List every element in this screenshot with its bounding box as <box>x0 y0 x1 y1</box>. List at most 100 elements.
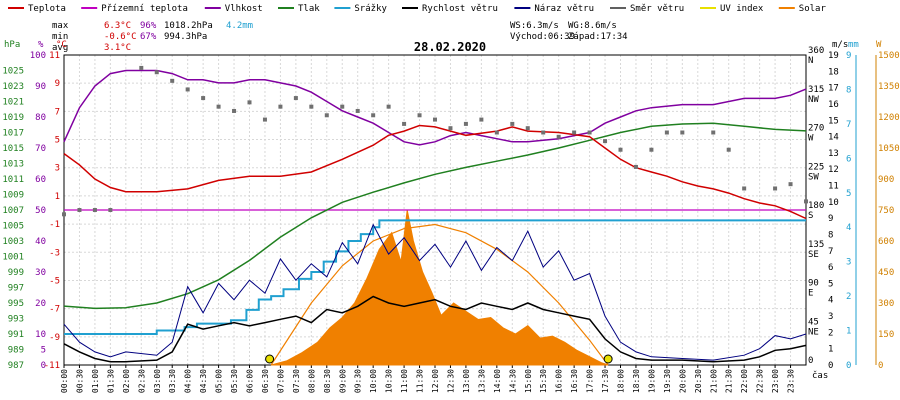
wind-dir-point <box>247 100 252 105</box>
tick-label-pressure: 995 <box>8 299 24 309</box>
tick-label-rain: 5 <box>846 189 851 199</box>
x-tick-label: 10:00 <box>369 369 378 393</box>
tick-label-solar: 900 <box>878 175 894 185</box>
tick-label-wind-speed: 1 <box>828 345 833 355</box>
uv-marker <box>265 354 275 364</box>
tick-label-temperature: -1 <box>49 220 60 230</box>
x-tick-label: 19:30 <box>663 369 672 393</box>
tick-label-pressure: 1025 <box>2 67 24 77</box>
tick-label-humidity: 30 <box>35 268 46 278</box>
wind-dir-point <box>587 130 592 135</box>
wind-dir-point <box>216 104 221 109</box>
x-tick-label: 21:30 <box>725 369 734 393</box>
wind-dir-point <box>108 208 113 212</box>
tick-label-pressure: 993 <box>8 315 24 325</box>
tick-label-solar: 1200 <box>878 113 900 123</box>
x-tick-label: 09:30 <box>354 369 363 393</box>
stat-wind-gust: WG:8.6m/s <box>568 21 617 31</box>
wind-dir-point <box>201 96 206 101</box>
x-tick-label: 14:30 <box>508 369 517 393</box>
stat-avg-temp: 3.1°C <box>104 43 131 53</box>
wind-dir-point <box>525 126 530 131</box>
x-tick-label: 02:00 <box>122 369 131 393</box>
wind-dir-point <box>355 108 360 113</box>
x-tick-label: 08:30 <box>323 369 332 393</box>
x-tick-label: 21:00 <box>709 369 718 393</box>
tick-label-wind-speed: 14 <box>828 133 839 143</box>
x-tick-label: 15:30 <box>539 369 548 393</box>
tick-label-wind-speed: 11 <box>828 182 839 192</box>
tick-label-rain: 9 <box>846 51 851 61</box>
tick-label-wind-speed: 3 <box>828 312 833 322</box>
tick-label-rain: 8 <box>846 85 851 95</box>
wind-dir-point <box>262 117 267 122</box>
legend-label: Solar <box>799 4 827 14</box>
tick-label-humidity: 10 <box>35 330 46 340</box>
tick-label-wind-speed: 8 <box>828 230 833 240</box>
x-tick-label: 08:00 <box>307 369 316 393</box>
tick-label-wind-dir: W <box>808 134 814 144</box>
tick-label-humidity: 0 <box>41 361 46 371</box>
wind-dir-point <box>711 130 716 135</box>
tick-label-humidity: 90 <box>35 82 46 92</box>
tick-label-pressure: 1001 <box>2 253 24 263</box>
tick-label-pressure: 1021 <box>2 98 24 108</box>
tick-label-wind-dir: S <box>808 211 813 221</box>
wind-dir-point <box>556 134 561 139</box>
x-tick-label: 19:00 <box>647 369 656 393</box>
tick-label-wind-dir: 180 <box>808 201 824 211</box>
tick-label-solar: 300 <box>878 299 894 309</box>
legend-label: Tlak <box>298 4 320 14</box>
stat-min-hum: 67% <box>140 32 157 42</box>
series-temperature <box>63 124 807 220</box>
wind-dir-point <box>463 121 468 126</box>
x-tick-label: 02:30 <box>137 369 146 393</box>
tick-label-humidity: 80 <box>35 113 46 123</box>
x-tick-label: 16:00 <box>555 369 564 393</box>
tick-label-wind-dir: 270 <box>808 124 824 134</box>
tick-label-temperature: 5 <box>55 136 60 146</box>
tick-label-humidity: 60 <box>35 175 46 185</box>
x-tick-label: 22:30 <box>756 369 765 393</box>
chart-legend: Teplota Přízemní teplota Vlhkost Tlak Srážky… <box>8 4 826 14</box>
wind-dir-point <box>340 104 345 109</box>
stat-max-label: max <box>52 21 69 31</box>
x-tick-label: 00:00 <box>60 369 69 393</box>
tick-label-humidity: 20 <box>35 299 46 309</box>
tick-label-solar: 1350 <box>878 82 900 92</box>
tick-label-rain: 4 <box>846 223 851 233</box>
tick-label-pressure: 1013 <box>2 160 24 170</box>
tick-label-wind-speed: 7 <box>828 247 833 257</box>
wind-dir-point <box>572 130 577 135</box>
wind-dir-point <box>154 70 159 75</box>
tick-label-humidity: 5 <box>41 346 46 356</box>
wind-dir-point <box>726 147 731 152</box>
tick-label-rain: 2 <box>846 292 851 302</box>
series-wind-gust <box>63 223 807 361</box>
tick-label-humidity: 100 <box>30 51 46 61</box>
tick-label-wind-dir: SE <box>808 250 819 260</box>
x-tick-label: 03:30 <box>168 369 177 393</box>
tick-label-temperature: 7 <box>55 107 60 117</box>
x-tick-label: 05:00 <box>215 369 224 393</box>
wind-dir-point <box>139 65 144 70</box>
tick-label-temperature: 3 <box>55 164 60 174</box>
tick-label-temperature: 9 <box>55 79 60 89</box>
x-tick-label: 15:00 <box>524 369 533 393</box>
wind-dir-point <box>510 121 515 126</box>
tick-label-wind-dir: E <box>808 289 813 299</box>
tick-label-pressure: 989 <box>8 346 24 356</box>
tick-label-pressure: 987 <box>8 361 24 371</box>
stat-min-label: min <box>52 32 68 42</box>
tick-label-rain: 1 <box>846 327 851 337</box>
unit-mm: mm <box>848 40 859 50</box>
stat-max-hum: 96% <box>140 21 157 31</box>
unit-w: W <box>876 40 882 50</box>
x-tick-label: 20:00 <box>678 369 687 393</box>
x-tick-label: 16:30 <box>570 369 579 393</box>
tick-label-solar: 1050 <box>878 144 900 154</box>
wind-dir-point <box>742 186 747 191</box>
x-tick-label: 13:30 <box>477 369 486 393</box>
tick-label-wind-dir: 360 <box>808 46 824 56</box>
